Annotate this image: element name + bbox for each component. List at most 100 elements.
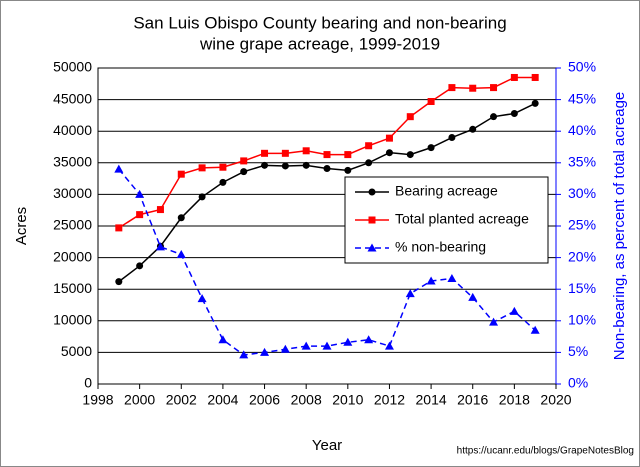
- point: [323, 151, 331, 159]
- y2-tick-label: 5%: [568, 343, 588, 359]
- point: [135, 189, 145, 198]
- x-tick-label: 2002: [166, 392, 197, 408]
- point: [426, 276, 436, 285]
- point: [468, 292, 478, 301]
- y-tick-label: 5000: [61, 343, 92, 359]
- point: [261, 161, 269, 169]
- y2-tick-label: 30%: [568, 185, 596, 201]
- x-tick-label: 2010: [332, 392, 363, 408]
- x-tick-label: 1998: [82, 392, 113, 408]
- point: [469, 125, 477, 133]
- point: [156, 206, 164, 214]
- point: [365, 159, 373, 167]
- point: [302, 161, 310, 169]
- point: [531, 73, 539, 81]
- y-tick-label: 25000: [53, 217, 92, 233]
- x-tick-label: 2006: [249, 392, 280, 408]
- point: [427, 97, 435, 105]
- x-tick-label: 2004: [207, 392, 238, 408]
- point: [261, 149, 269, 157]
- point: [448, 134, 456, 142]
- point: [510, 110, 518, 118]
- x-tick-label: 2008: [291, 392, 322, 408]
- point: [115, 224, 123, 232]
- x-tick-label: 2014: [416, 392, 447, 408]
- chart-title: San Luis Obispo County bearing and non-b…: [133, 13, 506, 32]
- point: [447, 273, 457, 282]
- point: [239, 350, 249, 359]
- x-tick-label: 2020: [540, 392, 571, 408]
- source: https://ucanr.edu/blogs/GrapeNotesBlog: [457, 446, 634, 457]
- point: [302, 147, 310, 155]
- y2-tick-label: 15%: [568, 280, 596, 296]
- y-tick-label: 40000: [53, 122, 92, 138]
- point: [281, 162, 289, 170]
- point: [197, 294, 207, 303]
- point: [510, 73, 518, 81]
- legend-label: Total planted acreage: [395, 211, 529, 227]
- y-tick-label: 50000: [53, 59, 92, 75]
- y-tick-label: 45000: [53, 90, 92, 106]
- point: [280, 344, 290, 353]
- y2-tick-label: 10%: [568, 312, 596, 328]
- point: [198, 193, 206, 201]
- point: [509, 306, 519, 315]
- y-tick-label: 20000: [53, 248, 92, 264]
- point: [489, 317, 499, 326]
- legend-label: Bearing acreage: [395, 183, 498, 199]
- point: [406, 113, 414, 121]
- point: [219, 178, 227, 186]
- point: [136, 211, 144, 219]
- legend-marker: [368, 188, 376, 196]
- x-tick-label: 2018: [499, 392, 530, 408]
- legend-label: % non-bearing: [395, 239, 486, 255]
- x-tick-label: 2016: [457, 392, 488, 408]
- point: [176, 249, 186, 258]
- point: [531, 99, 539, 107]
- point: [323, 164, 331, 172]
- point: [365, 142, 373, 150]
- point: [490, 84, 498, 92]
- point: [218, 335, 228, 344]
- legend-marker: [368, 216, 376, 224]
- point: [219, 163, 227, 171]
- point: [177, 214, 185, 222]
- point: [344, 166, 352, 174]
- point: [364, 335, 374, 344]
- x-tick-label: 2000: [124, 392, 155, 408]
- point: [115, 278, 123, 286]
- y2-tick-label: 0%: [568, 375, 588, 391]
- point: [240, 157, 248, 165]
- y2-tick-label: 40%: [568, 122, 596, 138]
- point: [322, 341, 332, 350]
- y2-axis-label: Non-bearing, as percent of total acreage: [611, 92, 628, 361]
- point: [301, 341, 311, 350]
- y2-tick-label: 25%: [568, 217, 596, 233]
- x-tick-label: 2012: [374, 392, 405, 408]
- y-tick-label: 30000: [53, 185, 92, 201]
- legend-marker: [367, 243, 377, 252]
- y2-tick-label: 35%: [568, 154, 596, 170]
- point: [114, 164, 124, 173]
- point: [155, 242, 165, 251]
- point: [177, 170, 185, 178]
- point: [198, 164, 206, 172]
- point: [406, 151, 414, 159]
- point: [260, 347, 270, 356]
- y-tick-label: 35000: [53, 154, 92, 170]
- y-tick-label: 10000: [53, 312, 92, 328]
- point: [405, 289, 415, 298]
- point: [281, 149, 289, 157]
- point: [240, 168, 248, 176]
- y2-tick-label: 20%: [568, 248, 596, 264]
- point: [343, 337, 353, 346]
- point: [385, 149, 393, 157]
- point: [427, 144, 435, 152]
- x-axis-label: Year: [312, 437, 342, 454]
- y2-tick-label: 45%: [568, 90, 596, 106]
- point: [344, 151, 352, 159]
- point: [530, 325, 540, 334]
- y-tick-label: 15000: [53, 280, 92, 296]
- point: [448, 84, 456, 92]
- point: [384, 341, 394, 350]
